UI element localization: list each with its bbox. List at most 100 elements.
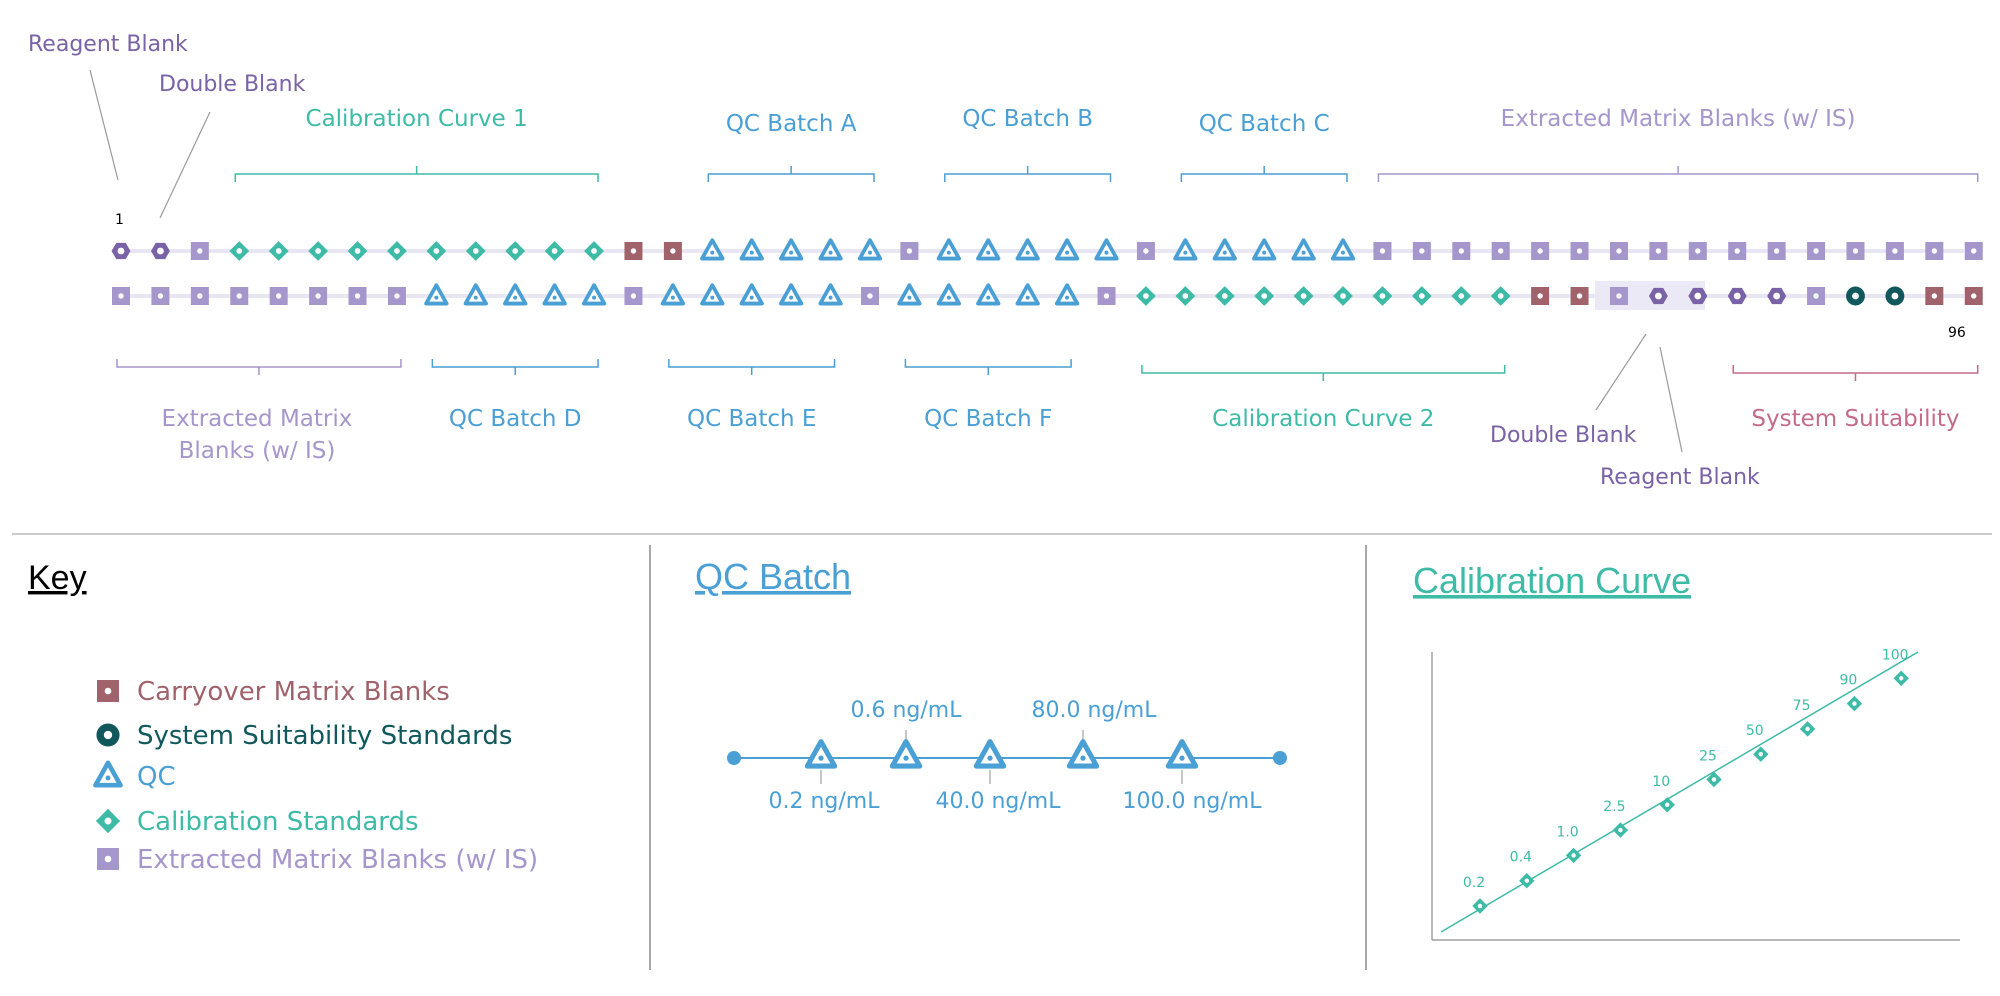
well-r2-suitability-standard	[1885, 286, 1905, 306]
bottom-annotations: Extracted Matrix Blanks (w/ IS) QC Batch D…	[162, 406, 1960, 464]
well-r2-calibration-standard	[1490, 286, 1511, 306]
well-r2-suitability-standard	[1846, 286, 1865, 306]
calibration-points: 0.2 0.4 1.0 2.5 10 25 50 75 90 100	[1463, 647, 1909, 914]
well-r2-extracted-blank	[1097, 287, 1116, 305]
top-group-label-2: Calibration Curve 1	[306, 106, 528, 132]
well-r2-qc-sample	[700, 283, 725, 306]
qc-label-40: 40.0 ng/mL	[936, 789, 1062, 814]
well-r1-extracted-blank	[1609, 242, 1628, 260]
bracket-top-2	[234, 166, 599, 182]
well-r1-extracted-blank	[900, 242, 919, 260]
bottom-group-label-7: System Suitability	[1751, 406, 1959, 432]
qc-batch-mark-0	[804, 739, 838, 769]
well-r2-carryover-blank	[1570, 287, 1589, 305]
calibration-point-6	[1753, 746, 1769, 762]
well-r1-calibration-standard	[505, 241, 526, 261]
calibration-point-label-3: 2.5	[1603, 799, 1625, 815]
well-r2-extracted-blank	[387, 287, 406, 305]
calibration-point-label-0: 0.2	[1463, 875, 1485, 891]
well-r2-extracted-blank	[309, 287, 328, 305]
well-r1-extracted-blank	[1885, 242, 1904, 260]
well-r2-calibration-standard	[1411, 286, 1432, 306]
well-r2-carryover-blank	[1964, 287, 1983, 305]
top-annotations: Calibration Curve 1 QC Batch A QC Batch B Q…	[306, 106, 1856, 137]
calibration-point-label-7: 75	[1793, 698, 1811, 714]
double-blank-pointer-top	[159, 111, 211, 219]
key-symbol-calibration-standard	[95, 808, 121, 834]
first-well-index: 1	[115, 212, 124, 228]
qc-batch-mark-2	[973, 739, 1007, 769]
top-group-label-3: QC Batch A	[726, 111, 857, 137]
double-blank-pointer-bottom	[1595, 333, 1647, 411]
well-r2-double-blank	[1648, 287, 1668, 305]
well-r2-reagent-blank	[1767, 287, 1787, 305]
well-r2-extracted-blank	[269, 287, 288, 305]
well-r2-calibration-standard	[1254, 286, 1275, 306]
calibration-point-1	[1519, 873, 1535, 889]
key-panel: Key Carryover Matrix Blanks System Suitab…	[28, 559, 538, 875]
well-r1-extracted-blank	[1925, 242, 1944, 260]
calibration-curve-panel: Calibration Curve 0.2 0.4 1.0 2.5 10 25 50 75 90…	[1413, 560, 1960, 941]
well-r1-calibration-standard	[308, 241, 328, 261]
well-r1-extracted-blank	[1649, 242, 1668, 260]
bottom-group-label-4: Calibration Curve 2	[1212, 406, 1434, 432]
well-r2-extracted-blank	[624, 287, 643, 305]
qc-batch-marks	[804, 730, 1199, 784]
well-r2-qc-sample	[1015, 283, 1040, 306]
qc-label-80: 80.0 ng/mL	[1032, 698, 1158, 723]
well-r1-double-blank	[150, 242, 170, 260]
well-r1-extracted-blank	[1531, 242, 1550, 260]
top-group-label-4: QC Batch B	[962, 106, 1093, 132]
reagent-blank-pointer-bottom	[1659, 346, 1683, 453]
well-r1-calibration-standard	[584, 241, 604, 261]
calibration-point-label-5: 25	[1699, 749, 1717, 765]
qc-batch-mark-4	[1165, 739, 1199, 769]
well-r2-carryover-blank	[1531, 287, 1550, 305]
reagent-blank-label-top: Reagent Blank	[28, 32, 188, 57]
qc-batch-axis-start	[727, 751, 741, 765]
qc-batch-mark-1	[889, 739, 923, 769]
key-label-extracted-blank: Extracted Matrix Blanks (w/ IS)	[137, 845, 538, 875]
last-well-index: 96	[1948, 325, 1966, 341]
well-r2-reagent-blank	[1727, 287, 1747, 305]
well-r1-qc-sample	[936, 238, 961, 261]
bracket-top-3	[707, 166, 875, 182]
well-r2-extracted-blank	[348, 287, 367, 305]
well-r1-qc-sample	[778, 238, 804, 261]
qc-batch-axis-end	[1273, 751, 1287, 765]
well-r1-extracted-blank	[1570, 242, 1589, 260]
well-r1-qc-sample	[1291, 238, 1316, 261]
well-r2-calibration-standard	[1175, 286, 1196, 306]
bracket-bottom-0	[116, 359, 402, 375]
well-r2-extracted-blank	[112, 287, 130, 305]
well-r1-qc-sample	[1015, 238, 1040, 261]
well-r1-qc-sample	[1212, 238, 1237, 261]
well-r2-qc-sample	[897, 283, 922, 306]
well-r1-calibration-standard	[426, 241, 447, 261]
calibration-point-9	[1893, 670, 1909, 686]
bottom-group-label-1: QC Batch D	[449, 406, 582, 432]
well-r1-calibration-standard	[465, 241, 486, 261]
well-r1-extracted-blank	[1491, 242, 1510, 260]
well-r1-extracted-blank	[190, 242, 209, 260]
calibration-point-4	[1659, 797, 1675, 813]
calibration-point-0	[1472, 898, 1488, 914]
plate-row-2	[112, 283, 1983, 306]
key-items: Carryover Matrix Blanks System Suitabilit…	[93, 677, 538, 875]
well-r2-calibration-standard	[1214, 286, 1235, 306]
calibration-point-label-4: 10	[1652, 774, 1670, 790]
well-r1-extracted-blank	[1412, 242, 1431, 260]
well-r1-calibration-standard	[229, 241, 250, 261]
well-r1-extracted-blank	[1452, 242, 1471, 260]
bracket-bottom-1	[431, 359, 599, 375]
top-group-label-5: QC Batch C	[1199, 111, 1330, 137]
plate-row-1	[111, 238, 1983, 261]
well-r1-carryover-blank	[624, 242, 643, 260]
bracket-top-4	[944, 166, 1112, 182]
well-r1-extracted-blank	[1964, 242, 1983, 260]
well-r1-qc-sample	[976, 238, 1001, 261]
cal-trendline	[1440, 651, 1919, 933]
well-r1-extracted-blank	[1846, 242, 1865, 260]
well-r1-carryover-blank	[663, 242, 682, 260]
